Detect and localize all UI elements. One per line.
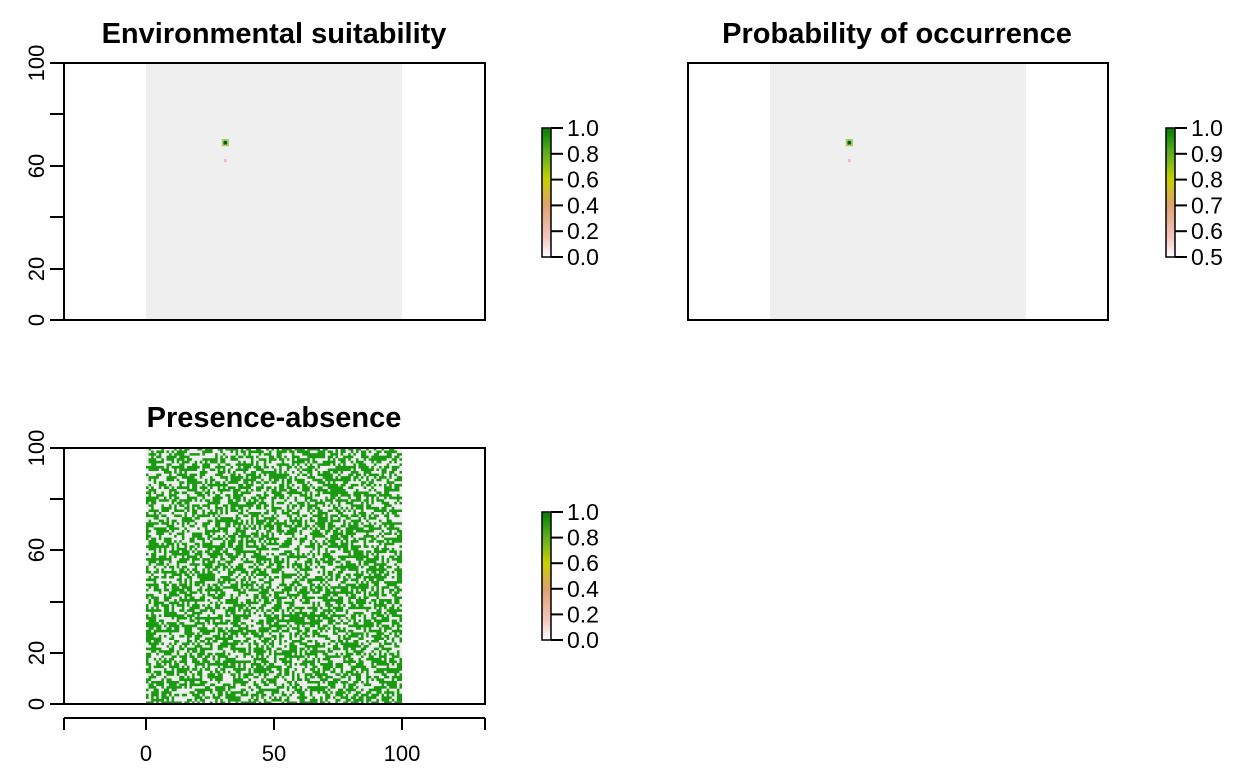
y-tick-label: 0 bbox=[24, 314, 49, 326]
x-tick-label: 50 bbox=[262, 741, 286, 766]
y-tick-label: 20 bbox=[24, 641, 49, 665]
raster-hotspot bbox=[223, 159, 227, 163]
raster-hotspot bbox=[223, 140, 228, 145]
panel-title: Environmental suitability bbox=[102, 18, 447, 50]
y-tick-label: 60 bbox=[24, 538, 49, 562]
y-tick-label: 100 bbox=[24, 430, 49, 467]
panel-probability-of-occurrence: Probability of occurrence 0.50.60.70.80.… bbox=[687, 18, 1223, 321]
plot-frame bbox=[687, 62, 1109, 321]
raster-hotspot bbox=[847, 159, 851, 163]
panel-title: Presence-absence bbox=[147, 402, 402, 434]
colorbar-tick-label: 1.0 bbox=[1191, 115, 1223, 141]
x-axis: 0 50 100 bbox=[63, 717, 486, 766]
y-tick-label: 100 bbox=[24, 45, 49, 82]
colorbar-tick-label: 1.0 bbox=[567, 499, 599, 525]
raster-background bbox=[770, 63, 1026, 320]
colorbar-ramp bbox=[541, 511, 552, 641]
colorbar: 0.00.20.40.60.81.0 bbox=[541, 115, 599, 270]
colorbar-tick-label: 0.0 bbox=[567, 627, 599, 653]
raster-area bbox=[146, 448, 402, 704]
colorbar-ramp bbox=[541, 127, 552, 258]
colorbar-tick-label: 0.6 bbox=[1191, 218, 1223, 244]
colorbar-tick-label: 0.0 bbox=[567, 244, 599, 270]
colorbar-tick-label: 0.6 bbox=[567, 550, 599, 576]
x-tick-label: 0 bbox=[140, 741, 152, 766]
raster-area bbox=[770, 63, 1026, 320]
colorbar-tick-label: 0.5 bbox=[1191, 244, 1223, 270]
y-tick-label: 60 bbox=[24, 154, 49, 178]
y-axis: 0 20 60 100 bbox=[24, 430, 64, 710]
colorbar-tick-label: 0.7 bbox=[1191, 192, 1223, 218]
plot-frame bbox=[63, 447, 486, 705]
colorbar-tick-label: 1.0 bbox=[567, 115, 599, 141]
panel-environmental-suitability: Environmental suitability 0 20 60 100 0.… bbox=[24, 18, 599, 326]
y-axis: 0 20 60 100 bbox=[24, 45, 64, 326]
raster-hotspot-halo bbox=[845, 139, 853, 147]
colorbar-tick-label: 0.2 bbox=[567, 218, 599, 244]
colorbar-tick-label: 0.2 bbox=[567, 601, 599, 627]
y-tick-label: 0 bbox=[24, 698, 49, 710]
colorbar: 0.50.60.70.80.91.0 bbox=[1165, 115, 1223, 270]
x-tick-label: 100 bbox=[384, 741, 421, 766]
colorbar: 0.00.20.40.60.81.0 bbox=[541, 499, 599, 653]
colorbar-tick-label: 0.8 bbox=[567, 525, 599, 551]
y-tick-label: 20 bbox=[24, 257, 49, 281]
raster-area bbox=[146, 63, 402, 320]
colorbar-tick-label: 0.4 bbox=[567, 192, 599, 218]
colorbar-tick-label: 0.8 bbox=[567, 141, 599, 167]
colorbar-tick-label: 0.6 bbox=[567, 167, 599, 193]
colorbar-tick-label: 0.9 bbox=[1191, 141, 1223, 167]
panel-presence-absence: Presence-absence 0 20 60 100 0 50 100 bbox=[24, 402, 599, 766]
colorbar-tick-label: 0.8 bbox=[1191, 167, 1223, 193]
plot-frame bbox=[63, 62, 486, 321]
presence-cells bbox=[146, 448, 402, 704]
colorbar-tick-label: 0.4 bbox=[567, 576, 599, 602]
panel-title: Probability of occurrence bbox=[722, 18, 1072, 50]
raster-hotspot-halo bbox=[221, 139, 229, 147]
colorbar-ramp bbox=[1165, 127, 1176, 258]
raster-hotspot bbox=[847, 140, 852, 145]
raster-background bbox=[146, 63, 402, 320]
